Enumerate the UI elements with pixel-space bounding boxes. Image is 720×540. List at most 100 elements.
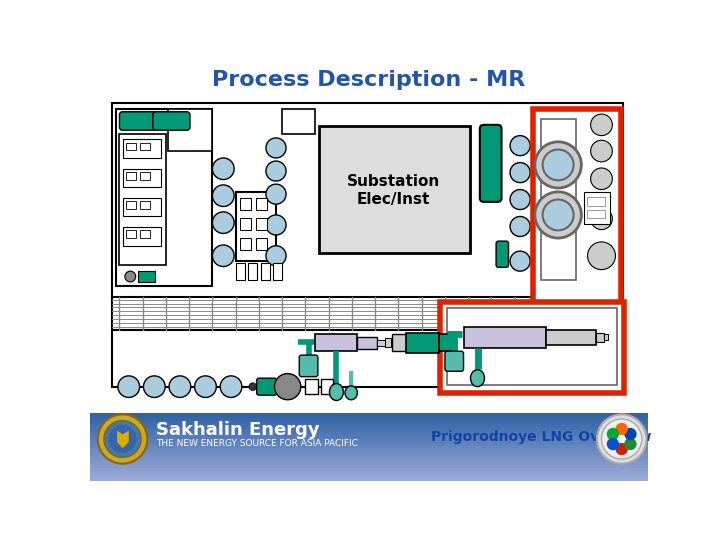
Bar	[123, 227, 161, 246]
Bar	[90, 435, 648, 436]
Ellipse shape	[345, 386, 357, 400]
Bar	[90, 477, 648, 478]
Bar	[90, 455, 648, 456]
Text: THE NEW ENERGY SOURCE FOR ASIA PACIFIC: THE NEW ENERGY SOURCE FOR ASIA PACIFIC	[156, 439, 358, 448]
Circle shape	[212, 245, 234, 267]
Bar	[90, 476, 648, 477]
Circle shape	[266, 215, 286, 235]
Bar	[90, 452, 648, 453]
Bar	[90, 464, 648, 465]
Circle shape	[624, 428, 636, 440]
Bar	[90, 433, 648, 434]
Circle shape	[535, 142, 581, 188]
Bar	[256, 218, 266, 231]
Bar	[90, 415, 648, 416]
Bar	[90, 436, 648, 437]
Bar	[90, 439, 648, 440]
Bar	[256, 238, 266, 251]
Bar	[90, 440, 648, 441]
Circle shape	[143, 376, 165, 397]
Bar	[90, 479, 648, 480]
Bar	[90, 477, 648, 478]
Bar	[305, 379, 318, 394]
Circle shape	[590, 114, 612, 136]
Circle shape	[510, 163, 530, 183]
Bar	[90, 423, 648, 424]
Circle shape	[104, 421, 141, 457]
Bar	[392, 334, 406, 351]
Bar	[464, 327, 546, 348]
Text: Prigorodnoye LNG Overview: Prigorodnoye LNG Overview	[431, 430, 652, 444]
Circle shape	[543, 150, 574, 180]
Circle shape	[543, 200, 574, 231]
Text: Sakhalin Energy: Sakhalin Energy	[156, 421, 320, 439]
Bar	[240, 198, 251, 210]
Circle shape	[212, 212, 234, 233]
Circle shape	[607, 428, 619, 440]
Circle shape	[510, 190, 530, 210]
Circle shape	[590, 168, 612, 190]
Bar	[90, 465, 648, 466]
FancyBboxPatch shape	[480, 125, 502, 202]
Circle shape	[535, 192, 581, 238]
Bar	[90, 459, 648, 460]
Bar	[261, 264, 270, 280]
Bar	[584, 192, 610, 224]
Bar	[90, 424, 648, 426]
Bar	[90, 456, 648, 457]
Circle shape	[624, 438, 636, 450]
Bar	[168, 109, 212, 151]
Bar	[282, 110, 315, 134]
Bar	[90, 481, 648, 482]
Circle shape	[616, 443, 628, 455]
Bar	[90, 442, 648, 443]
Bar	[90, 470, 648, 471]
Bar	[321, 379, 333, 394]
Bar	[116, 109, 212, 286]
Bar	[127, 231, 136, 238]
Bar	[90, 441, 648, 442]
Bar	[90, 481, 648, 482]
Circle shape	[109, 425, 137, 453]
Bar	[90, 427, 648, 428]
Bar	[90, 450, 648, 451]
Bar	[90, 434, 648, 435]
Bar	[438, 334, 456, 351]
Bar	[90, 434, 648, 435]
Bar	[90, 426, 648, 427]
Bar	[90, 413, 648, 414]
Bar	[90, 441, 648, 442]
Bar	[319, 126, 469, 253]
Bar	[256, 198, 266, 210]
Circle shape	[274, 374, 301, 400]
Circle shape	[212, 185, 234, 206]
Bar	[90, 428, 648, 429]
Bar	[240, 238, 251, 251]
Bar	[90, 478, 648, 479]
Bar	[90, 432, 648, 433]
Bar	[90, 430, 648, 431]
Bar	[604, 334, 608, 340]
Bar	[90, 443, 648, 444]
Text: Substation
Elec/Inst: Substation Elec/Inst	[347, 174, 441, 206]
Bar	[90, 453, 648, 454]
Circle shape	[597, 414, 647, 464]
Bar	[90, 451, 648, 453]
Circle shape	[510, 217, 530, 237]
Bar	[90, 471, 648, 472]
Bar	[315, 334, 357, 351]
Bar	[90, 414, 648, 415]
Bar	[140, 201, 150, 209]
Bar	[90, 431, 648, 432]
Bar	[240, 218, 251, 231]
Bar	[90, 437, 648, 438]
Bar	[90, 430, 648, 431]
Circle shape	[601, 419, 642, 459]
FancyBboxPatch shape	[300, 355, 318, 377]
Circle shape	[510, 251, 530, 271]
Bar	[90, 454, 648, 455]
Circle shape	[616, 423, 628, 435]
Bar	[90, 460, 648, 461]
Bar	[90, 419, 648, 420]
Bar	[235, 192, 276, 261]
